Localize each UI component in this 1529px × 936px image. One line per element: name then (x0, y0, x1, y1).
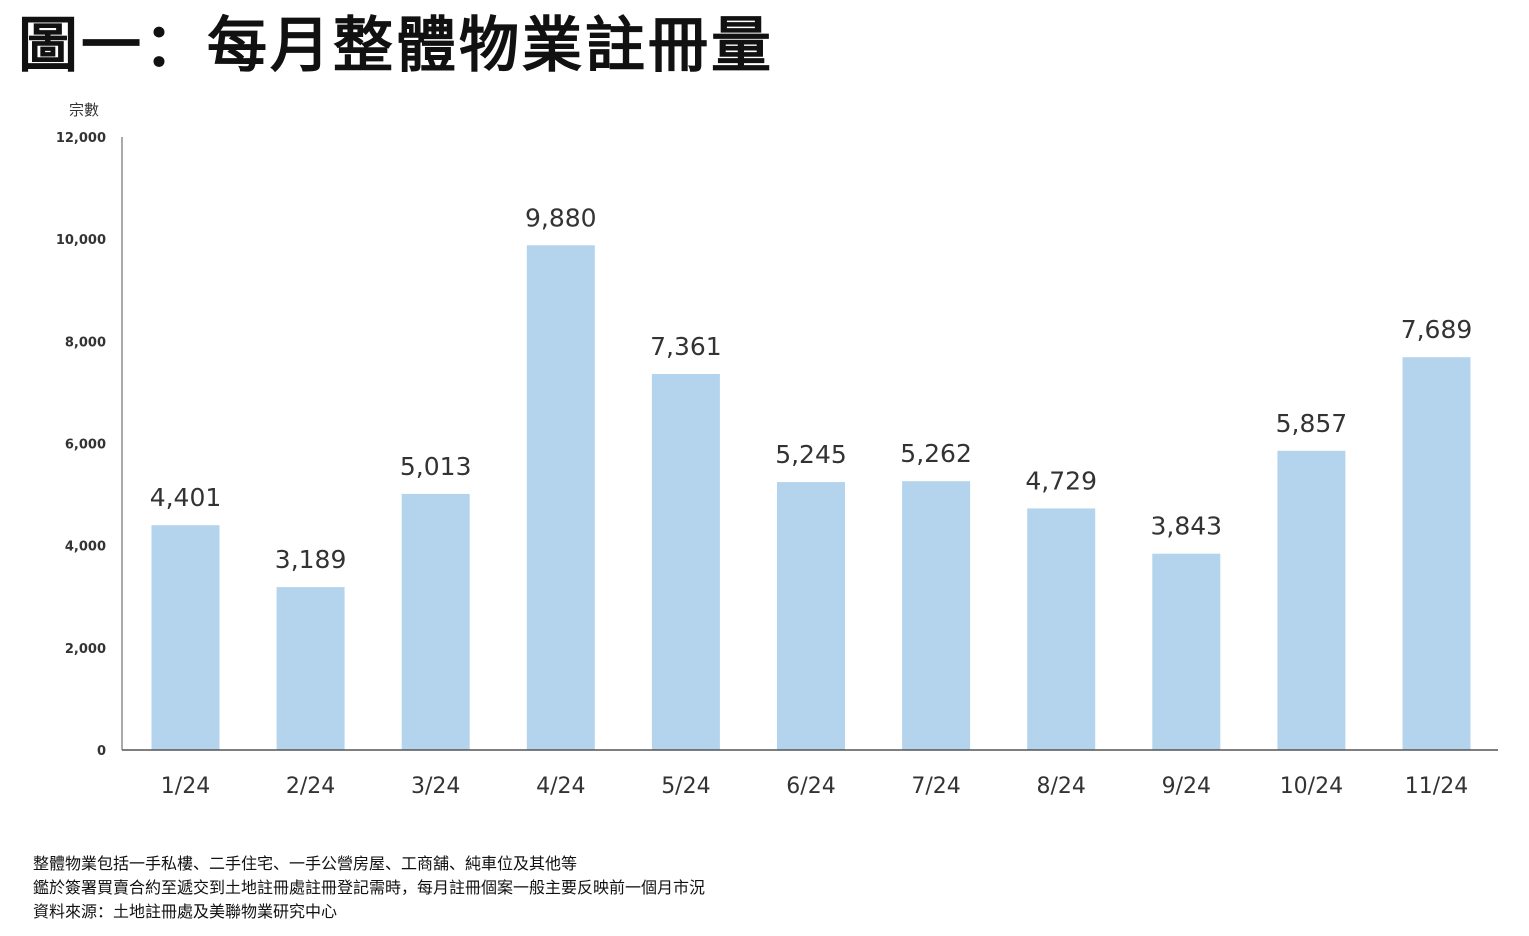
y-tick-label: 12,000 (56, 131, 106, 146)
x-tick-label: 6/24 (786, 774, 835, 799)
bar-9-24 (1152, 553, 1221, 750)
x-tick-label: 9/24 (1162, 774, 1211, 799)
data-label: 3,843 (1151, 512, 1223, 541)
y-tick-label: 4,000 (65, 540, 106, 555)
data-label: 3,189 (275, 545, 347, 574)
x-tick-label: 8/24 (1036, 774, 1085, 799)
bar-11-24 (1402, 357, 1471, 750)
data-label: 7,689 (1401, 315, 1473, 344)
data-label: 5,262 (900, 439, 972, 468)
bar-4-24 (526, 245, 595, 750)
bar-2-24 (276, 587, 345, 750)
bar-chart: 宗數 0 2,000 4,000 6,000 8,000 10,000 12,000 4,40… (56, 101, 1498, 799)
footnotes: 整體物業包括一手私樓、二手住宅、一手公營房屋、工商舖、純車位及其他等 鑑於簽署買… (33, 852, 705, 924)
x-tick-label: 7/24 (911, 774, 960, 799)
bar-6-24 (777, 482, 845, 750)
data-label: 7,361 (650, 332, 722, 361)
bars (151, 245, 1471, 750)
note-source: 資料來源：土地註冊處及美聯物業研究中心 (33, 902, 338, 921)
x-tick-label: 1/24 (161, 774, 210, 799)
note-scope: 整體物業包括一手私樓、二手住宅、一手公營房屋、工商舖、純車位及其他等 (33, 854, 578, 873)
y-tick-label: 8,000 (65, 335, 106, 350)
data-label: 4,729 (1025, 466, 1097, 495)
data-label: 5,857 (1276, 409, 1348, 438)
y-tick-label: 6,000 (65, 438, 106, 453)
x-tick-label: 2/24 (286, 774, 335, 799)
bar-7-24 (902, 481, 971, 750)
bar-1-24 (151, 525, 220, 750)
data-label: 9,880 (525, 203, 597, 232)
x-tick-label: 5/24 (661, 774, 710, 799)
y-tick-label: 0 (97, 744, 106, 759)
x-tick-label: 4/24 (536, 774, 585, 799)
bar-8-24 (1027, 508, 1096, 750)
y-tick-label: 10,000 (56, 233, 106, 248)
data-label: 4,401 (150, 483, 222, 512)
bar-3-24 (401, 493, 470, 750)
bar-10-24 (1277, 450, 1346, 750)
data-label: 5,013 (400, 452, 472, 481)
page-title: 圖一：每月整體物業註冊量 (18, 11, 774, 81)
y-axis: 宗數 0 2,000 4,000 6,000 8,000 10,000 12,000 (56, 101, 123, 759)
bar-5-24 (651, 373, 720, 750)
value-labels: 4,401 3,189 5,013 9,880 7,361 5,245 5,262 4,729… (150, 203, 1473, 574)
x-tick-label: 11/24 (1405, 774, 1468, 799)
x-tick-label: 10/24 (1280, 774, 1343, 799)
data-label: 5,245 (775, 440, 847, 469)
x-axis: 1/24 2/24 3/24 4/24 5/24 6/24 7/24 8/24 9/24 10/2… (122, 749, 1498, 799)
x-tick-label: 3/24 (411, 774, 460, 799)
note-timing: 鑑於簽署買賣合約至遞交到土地註冊處註冊登記需時，每月註冊個案一般主要反映前一個月… (33, 878, 706, 897)
y-tick-label: 2,000 (65, 642, 106, 657)
y-axis-label: 宗數 (69, 101, 99, 119)
